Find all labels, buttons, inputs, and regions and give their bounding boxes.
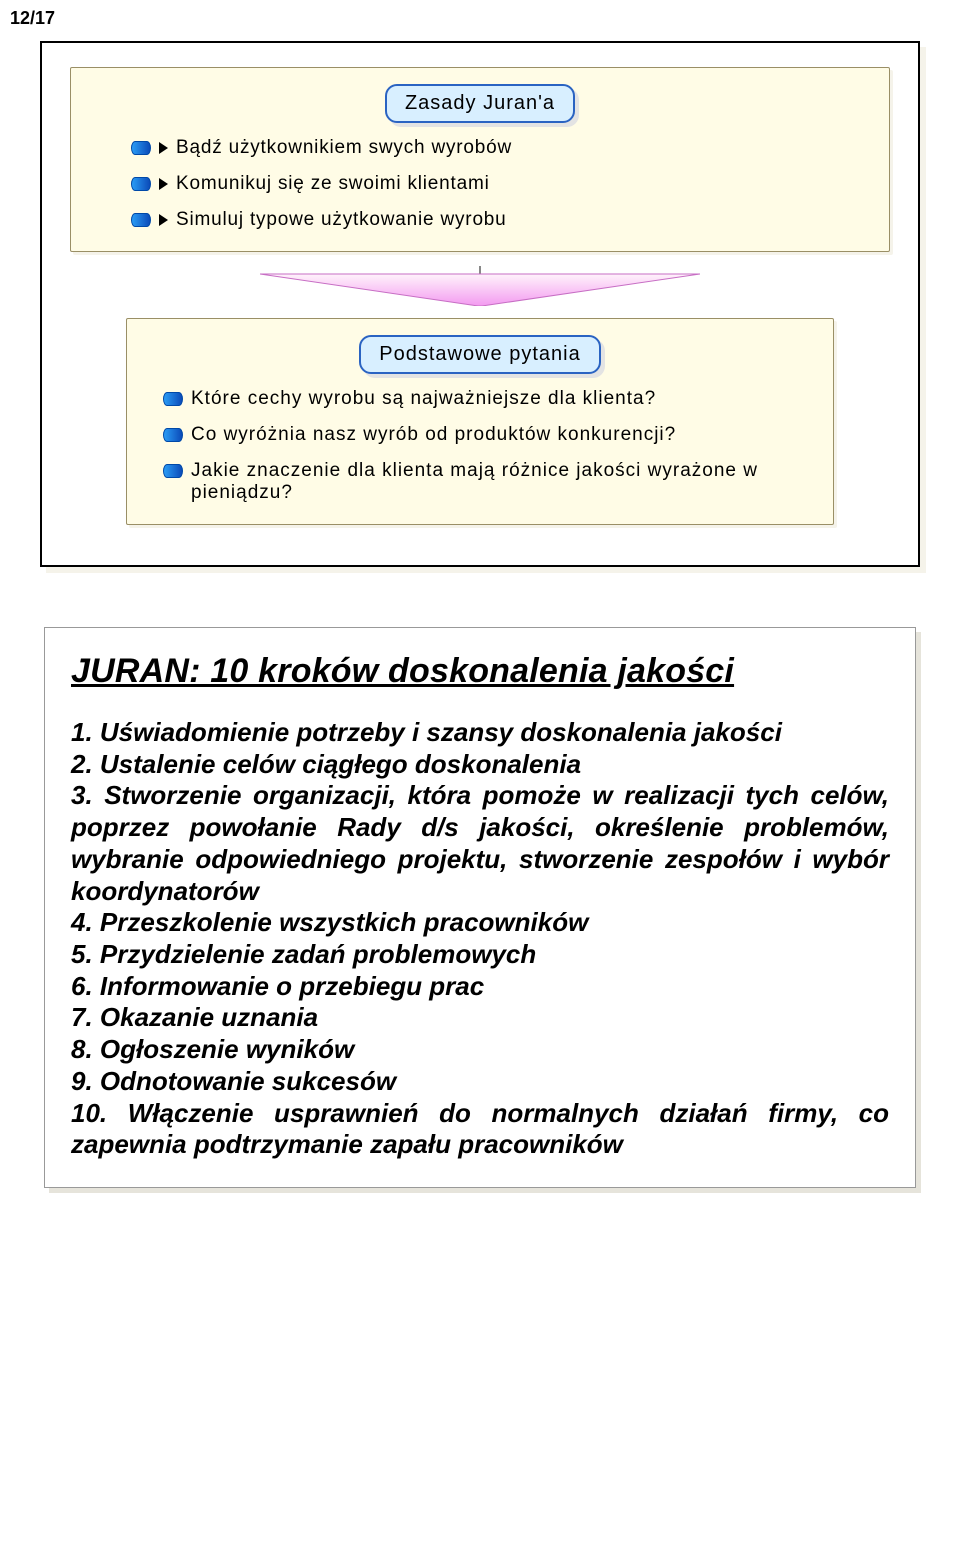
questions-title: Podstawowe pytania xyxy=(359,335,600,374)
bullet-text: Simuluj typowe użytkowanie wyrobu xyxy=(176,209,507,231)
step-item: 7. Okazanie uznania xyxy=(71,1002,889,1034)
step-item: 10. Włączenie usprawnień do normalnych d… xyxy=(71,1098,889,1161)
list-item: Co wyróżnia nasz wyrób od produktów konk… xyxy=(163,424,811,446)
principles-title: Zasady Juran'a xyxy=(385,84,575,123)
bullet-text: Co wyróżnia nasz wyrób od produktów konk… xyxy=(191,424,676,446)
bullet-text: Bądź użytkownikiem swych wyrobów xyxy=(176,137,512,159)
step-item: 5. Przydzielenie zadań problemowych xyxy=(71,939,889,971)
list-item: Bądź użytkownikiem swych wyrobów xyxy=(131,137,867,159)
list-item: Simuluj typowe użytkowanie wyrobu xyxy=(131,209,867,231)
step-item: 1. Uświadomienie potrzeby i szansy dosko… xyxy=(71,717,889,749)
step-item: 8. Ogłoszenie wyników xyxy=(71,1034,889,1066)
arrow-icon xyxy=(159,178,168,190)
bullet-icon xyxy=(131,177,151,191)
bullet-icon xyxy=(131,213,151,227)
list-item: Komunikuj się ze swoimi klientami xyxy=(131,173,867,195)
arrow-icon xyxy=(159,142,168,154)
bullet-icon xyxy=(131,141,151,155)
step-item: 2. Ustalenie celów ciągłego doskonalenia xyxy=(71,749,889,781)
bullet-icon xyxy=(163,428,183,442)
bullet-text: Jakie znaczenie dla klienta mają różnice… xyxy=(191,460,811,504)
principles-box: Zasady Juran'a Bądź użytkownikiem swych … xyxy=(70,67,890,252)
bullet-text: Komunikuj się ze swoimi klientami xyxy=(176,173,490,195)
step-item: 4. Przeszkolenie wszystkich pracowników xyxy=(71,907,889,939)
step-item: 3. Stworzenie organizacji, która pomoże … xyxy=(71,780,889,907)
diagram-slide: Zasady Juran'a Bądź użytkownikiem swych … xyxy=(40,41,920,567)
step-item: 6. Informowanie o przebiegu prac xyxy=(71,971,889,1003)
questions-box: Podstawowe pytania Które cechy wyrobu są… xyxy=(126,318,834,525)
bullet-icon xyxy=(163,464,183,478)
connector-shape xyxy=(260,266,700,306)
arrow-icon xyxy=(159,214,168,226)
steps-title: JURAN: 10 kroków doskonalenia jakości xyxy=(71,652,889,691)
steps-text-block: JURAN: 10 kroków doskonalenia jakości 1.… xyxy=(44,627,916,1188)
bullet-icon xyxy=(163,392,183,406)
list-item: Jakie znaczenie dla klienta mają różnice… xyxy=(163,460,811,504)
step-item: 9. Odnotowanie sukcesów xyxy=(71,1066,889,1098)
page-number: 12/17 xyxy=(0,0,960,29)
list-item: Które cechy wyrobu są najważniejsze dla … xyxy=(163,388,811,410)
bullet-text: Które cechy wyrobu są najważniejsze dla … xyxy=(191,388,656,410)
